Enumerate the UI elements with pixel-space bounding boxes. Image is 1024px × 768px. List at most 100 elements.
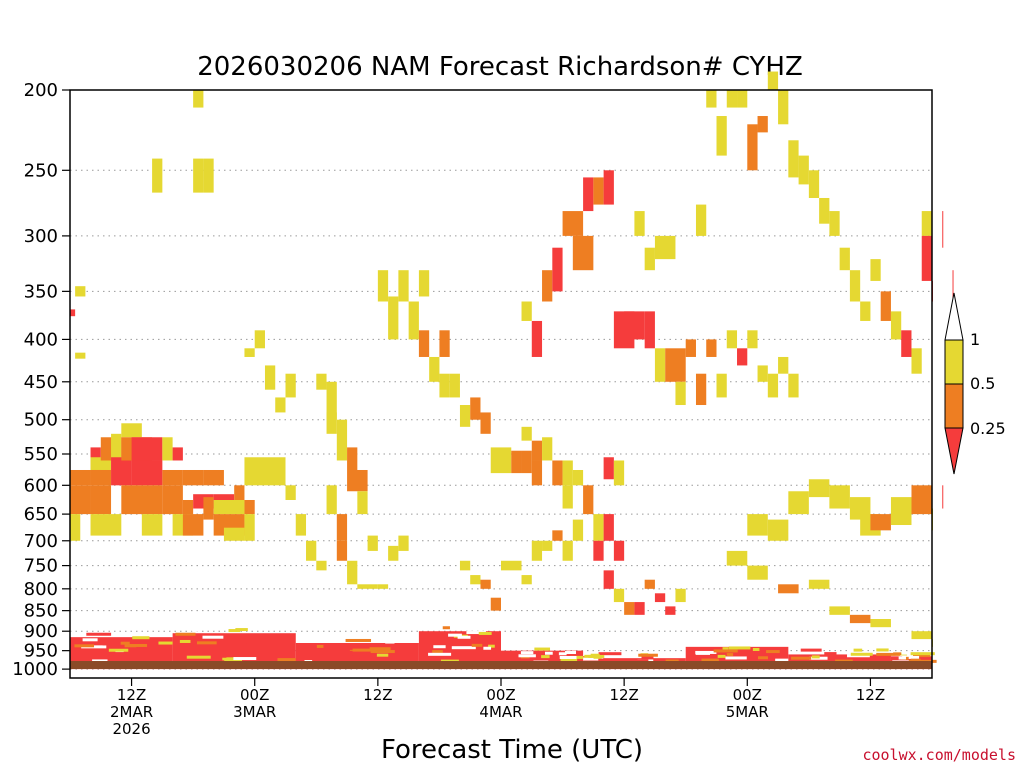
x-tick-label: 12Z	[117, 686, 146, 704]
ri-streak	[471, 643, 483, 647]
ri-cell	[644, 311, 655, 349]
ri-cell	[880, 291, 891, 321]
ri-cell	[747, 565, 768, 580]
x-tick-label: 12Z	[363, 686, 392, 704]
ri-cell	[90, 485, 112, 515]
ri-cell	[726, 550, 748, 566]
ri-cell	[870, 259, 881, 281]
ri-cell	[593, 514, 604, 541]
ri-cell	[121, 485, 163, 515]
ri-cell	[193, 90, 204, 108]
ri-cell	[336, 419, 348, 461]
ri-streak	[726, 653, 734, 657]
ri-cell	[121, 423, 142, 438]
ri-streak	[800, 648, 822, 652]
ri-streak	[593, 655, 602, 659]
y-tick-label: 300	[24, 226, 58, 247]
ri-cell	[70, 485, 91, 515]
x-tick-label: 00Z	[733, 686, 762, 704]
ri-streak	[534, 647, 551, 651]
ri-streak	[238, 643, 247, 647]
ri-cell	[747, 124, 758, 171]
ri-cell	[357, 491, 368, 515]
ri-streak	[191, 628, 200, 632]
ri-cell	[808, 479, 830, 498]
ri-cell	[716, 373, 727, 398]
ri-cell	[70, 309, 76, 317]
surface-bar	[70, 661, 932, 669]
cells-layer	[70, 71, 954, 670]
ri-cell	[75, 352, 86, 359]
ri-streak	[432, 650, 443, 654]
ri-cell	[75, 286, 86, 297]
ri-cell	[357, 584, 378, 589]
ri-streak	[448, 633, 462, 637]
ri-cell	[624, 311, 645, 340]
ri-streak	[451, 646, 476, 650]
ri-streak	[224, 658, 242, 662]
ri-cell	[706, 90, 717, 108]
ri-cell	[203, 497, 214, 520]
ri-streak	[541, 655, 550, 659]
ri-cell	[162, 485, 183, 515]
y-tick-label: 650	[24, 504, 58, 525]
credit-text: coolwx.com/models	[862, 746, 1016, 764]
y-tick-label: 400	[24, 329, 58, 350]
ri-streak	[560, 658, 578, 662]
ri-cell	[521, 450, 532, 474]
x-tick-label: 12Z	[609, 686, 638, 704]
ri-cell	[644, 247, 655, 271]
ri-cell	[254, 330, 265, 349]
x-axis-label: Forecast Time (UTC)	[381, 735, 643, 765]
ri-cell	[162, 437, 173, 461]
ri-cell	[470, 575, 481, 585]
ri-cell	[583, 177, 594, 212]
ri-cell	[264, 365, 276, 390]
ri-streak	[466, 631, 486, 635]
ri-streak	[583, 657, 599, 661]
ri-cell	[347, 560, 358, 585]
ri-cell	[665, 606, 676, 615]
legend: 1 0.5 0.25	[944, 292, 1006, 475]
ri-cell	[542, 540, 553, 551]
ri-cell	[542, 270, 553, 302]
ri-cell	[829, 485, 850, 509]
ri-cell	[737, 90, 748, 108]
ri-streak	[203, 654, 227, 658]
ri-cell	[111, 433, 122, 461]
ri-streak	[235, 628, 248, 632]
ri-cell	[388, 545, 399, 561]
ri-cell	[613, 588, 625, 603]
y-tick-label: 900	[24, 621, 58, 642]
ri-streak	[102, 642, 111, 646]
ri-cell	[737, 348, 748, 366]
ri-streak	[233, 657, 257, 661]
ri-cell	[808, 170, 820, 198]
x-tick-label: 12Z	[856, 686, 885, 704]
ri-streak	[120, 641, 130, 645]
ri-streak	[811, 655, 820, 659]
ri-cell	[131, 437, 163, 461]
ri-streak	[175, 632, 196, 636]
ri-cell	[695, 204, 707, 236]
ri-cell	[244, 499, 255, 515]
ri-cell	[695, 373, 707, 406]
ri-streak	[791, 656, 812, 660]
x-tick-label: 5MAR	[726, 703, 769, 721]
ri-cell	[459, 560, 471, 571]
ri-cell	[562, 485, 573, 509]
ri-cell	[398, 535, 409, 551]
ri-streak	[132, 636, 150, 640]
ri-streak	[638, 653, 658, 657]
ri-cell	[849, 614, 871, 624]
ri-streak	[902, 653, 913, 657]
ri-streak	[130, 633, 147, 637]
ri-streak	[742, 650, 758, 654]
ri-streak	[366, 639, 381, 643]
ri-cell	[306, 540, 317, 561]
ri-streak	[590, 653, 600, 657]
ri-cell	[726, 90, 738, 108]
ri-cell	[70, 514, 81, 541]
ri-streak	[720, 642, 738, 646]
ri-streak	[179, 639, 191, 643]
